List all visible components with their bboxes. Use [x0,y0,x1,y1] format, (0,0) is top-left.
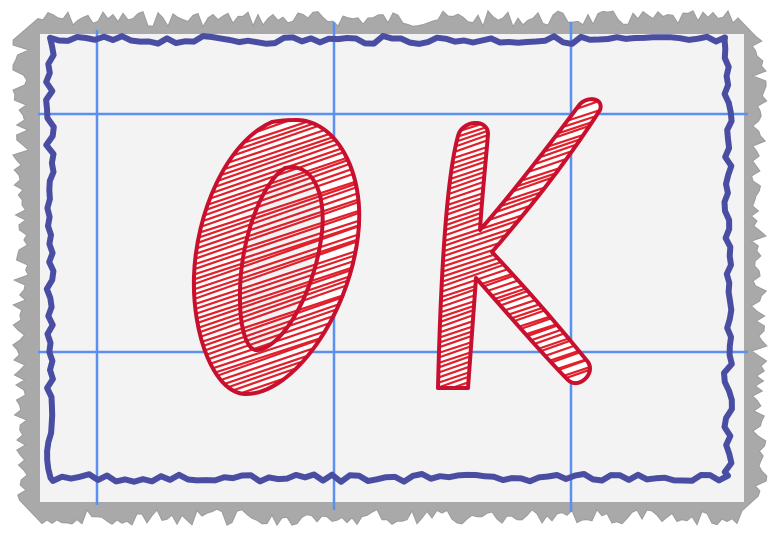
grid-lines [38,22,748,512]
scribble-frame-icon [43,33,735,485]
torn-paper-edge-icon [11,9,768,527]
